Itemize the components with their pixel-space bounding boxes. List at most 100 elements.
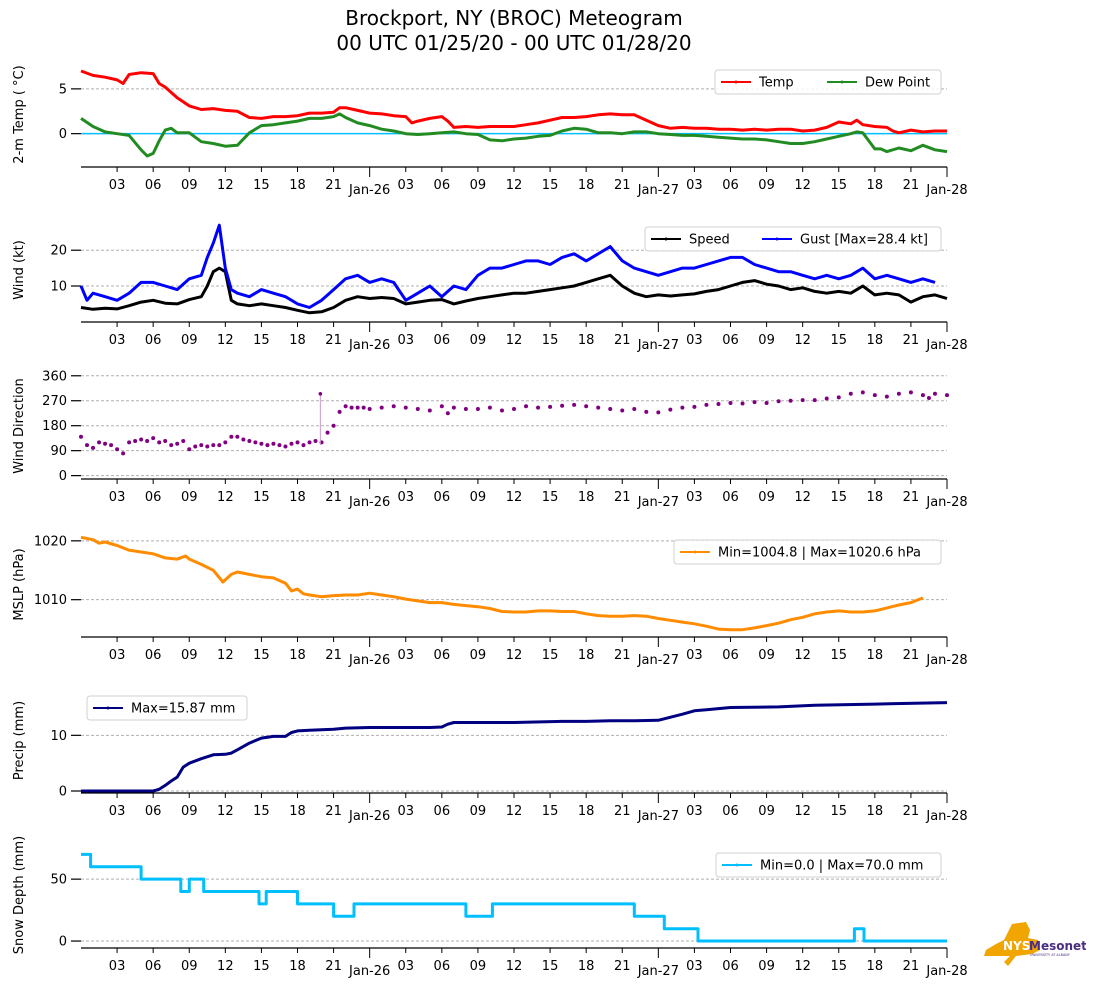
- data-point: [704, 402, 709, 407]
- legend-label: Temp: [758, 76, 794, 91]
- data-point: [271, 441, 276, 446]
- x-tick-label: 09: [758, 490, 775, 505]
- x-tick-label: 06: [722, 648, 739, 663]
- logo-nys-text: NYS: [1003, 939, 1030, 953]
- x-tick-label: 09: [470, 804, 487, 819]
- data-point: [451, 405, 456, 410]
- x-tick-label: 06: [722, 178, 739, 193]
- x-tick-label: 18: [867, 333, 884, 348]
- data-point: [800, 398, 805, 403]
- x-tick-label: Jan-28: [925, 183, 967, 198]
- x-tick-label: 06: [722, 333, 739, 348]
- data-point: [379, 405, 384, 410]
- legend-box: [86, 695, 248, 721]
- x-tick-label: 18: [578, 648, 595, 663]
- x-tick-label: 21: [903, 490, 920, 505]
- x-tick-label: 09: [181, 490, 198, 505]
- data-point-outlier: [318, 392, 323, 396]
- legend-label: Dew Point: [865, 76, 930, 91]
- data-point: [265, 443, 270, 448]
- x-tick-label: 15: [542, 804, 559, 819]
- data-point: [235, 434, 240, 439]
- x-tick-label: 03: [109, 804, 126, 819]
- data-point: [109, 443, 114, 448]
- x-tick-label: 18: [289, 490, 306, 505]
- y-tick-label: 0: [59, 785, 67, 800]
- y-tick-label: 50: [50, 873, 67, 888]
- data-point: [133, 438, 138, 443]
- data-point: [211, 443, 216, 448]
- data-point: [127, 440, 132, 445]
- x-tick-label: Jan-28: [925, 653, 967, 668]
- legend-box: [644, 226, 942, 252]
- x-tick-label: 21: [903, 959, 920, 974]
- x-tick-label: 21: [325, 804, 342, 819]
- data-point: [289, 441, 294, 446]
- legend-box: [673, 539, 942, 565]
- x-tick-label: 03: [686, 178, 703, 193]
- x-tick-label: 15: [542, 178, 559, 193]
- x-tick-label: 12: [217, 648, 234, 663]
- x-tick-label: 06: [145, 804, 162, 819]
- x-tick-label: 09: [181, 804, 198, 819]
- legend-label: Min=1004.8 | Max=1020.6 hPa: [718, 546, 921, 561]
- data-point: [121, 451, 126, 456]
- x-tick-label: 18: [289, 333, 306, 348]
- x-tick-label: 09: [181, 959, 198, 974]
- data-point: [572, 402, 577, 407]
- x-tick-label: 06: [145, 490, 162, 505]
- legend-marker: [693, 550, 697, 554]
- data-point: [680, 405, 685, 410]
- x-tick-label: 21: [903, 333, 920, 348]
- x-tick-label: 03: [109, 178, 126, 193]
- data-point: [193, 444, 198, 449]
- x-tick-label: 15: [830, 178, 847, 193]
- data-point: [836, 395, 841, 400]
- data-point: [692, 404, 697, 409]
- x-tick-label: 12: [506, 333, 523, 348]
- y-axis-label: Precip (mm): [12, 701, 27, 780]
- data-point: [199, 443, 204, 448]
- x-tick-label: 03: [109, 333, 126, 348]
- logo-mesonet-text: Mesonet: [1029, 939, 1086, 953]
- legend-box: [715, 852, 942, 878]
- data-point: [145, 438, 150, 443]
- x-tick-label: 06: [145, 648, 162, 663]
- data-point: [85, 443, 90, 448]
- data-point: [361, 405, 366, 410]
- x-tick-label: 18: [578, 490, 595, 505]
- x-tick-label: 03: [686, 333, 703, 348]
- panel-snow: 0 50 Snow Depth (mm) 03 06 09 12 15 18 21 Jan-26 03…: [12, 836, 968, 979]
- legend-marker: [735, 863, 739, 867]
- ny-state-shape-icon: [984, 922, 1040, 966]
- x-tick-label: 03: [686, 804, 703, 819]
- legend-label: Gust [Max=28.4 kt]: [800, 233, 928, 248]
- x-tick-label: Jan-26: [348, 809, 390, 824]
- panel-wind: 10 20 Wind (kt) 03 06 09 12 15 18 21 Jan-26 03 06 09 1…: [12, 223, 968, 353]
- data-point: [217, 443, 222, 448]
- x-tick-label: 09: [181, 178, 198, 193]
- data-point: [764, 400, 769, 405]
- x-tick-label: 15: [253, 333, 270, 348]
- x-tick-label: 12: [794, 333, 811, 348]
- data-point: [337, 409, 342, 414]
- x-tick-label: 06: [434, 959, 451, 974]
- legend-marker: [775, 237, 779, 241]
- data-point: [223, 440, 228, 445]
- legend-marker: [106, 706, 110, 710]
- data-point: [487, 405, 492, 410]
- data-point: [920, 393, 925, 398]
- x-tick-label: 18: [578, 959, 595, 974]
- legend: Temp Dew Point: [714, 69, 942, 95]
- x-tick-label: 21: [614, 178, 631, 193]
- data-point: [415, 407, 420, 412]
- x-tick-label: 15: [830, 333, 847, 348]
- x-tick-label: 15: [542, 490, 559, 505]
- x-tick-label: 03: [397, 804, 414, 819]
- x-tick-label: 18: [578, 178, 595, 193]
- series-line-max: [81, 701, 948, 793]
- x-tick-label: 09: [470, 333, 487, 348]
- data-point: [584, 404, 589, 409]
- x-tick-label: 21: [325, 333, 342, 348]
- x-tick-label: 18: [289, 178, 306, 193]
